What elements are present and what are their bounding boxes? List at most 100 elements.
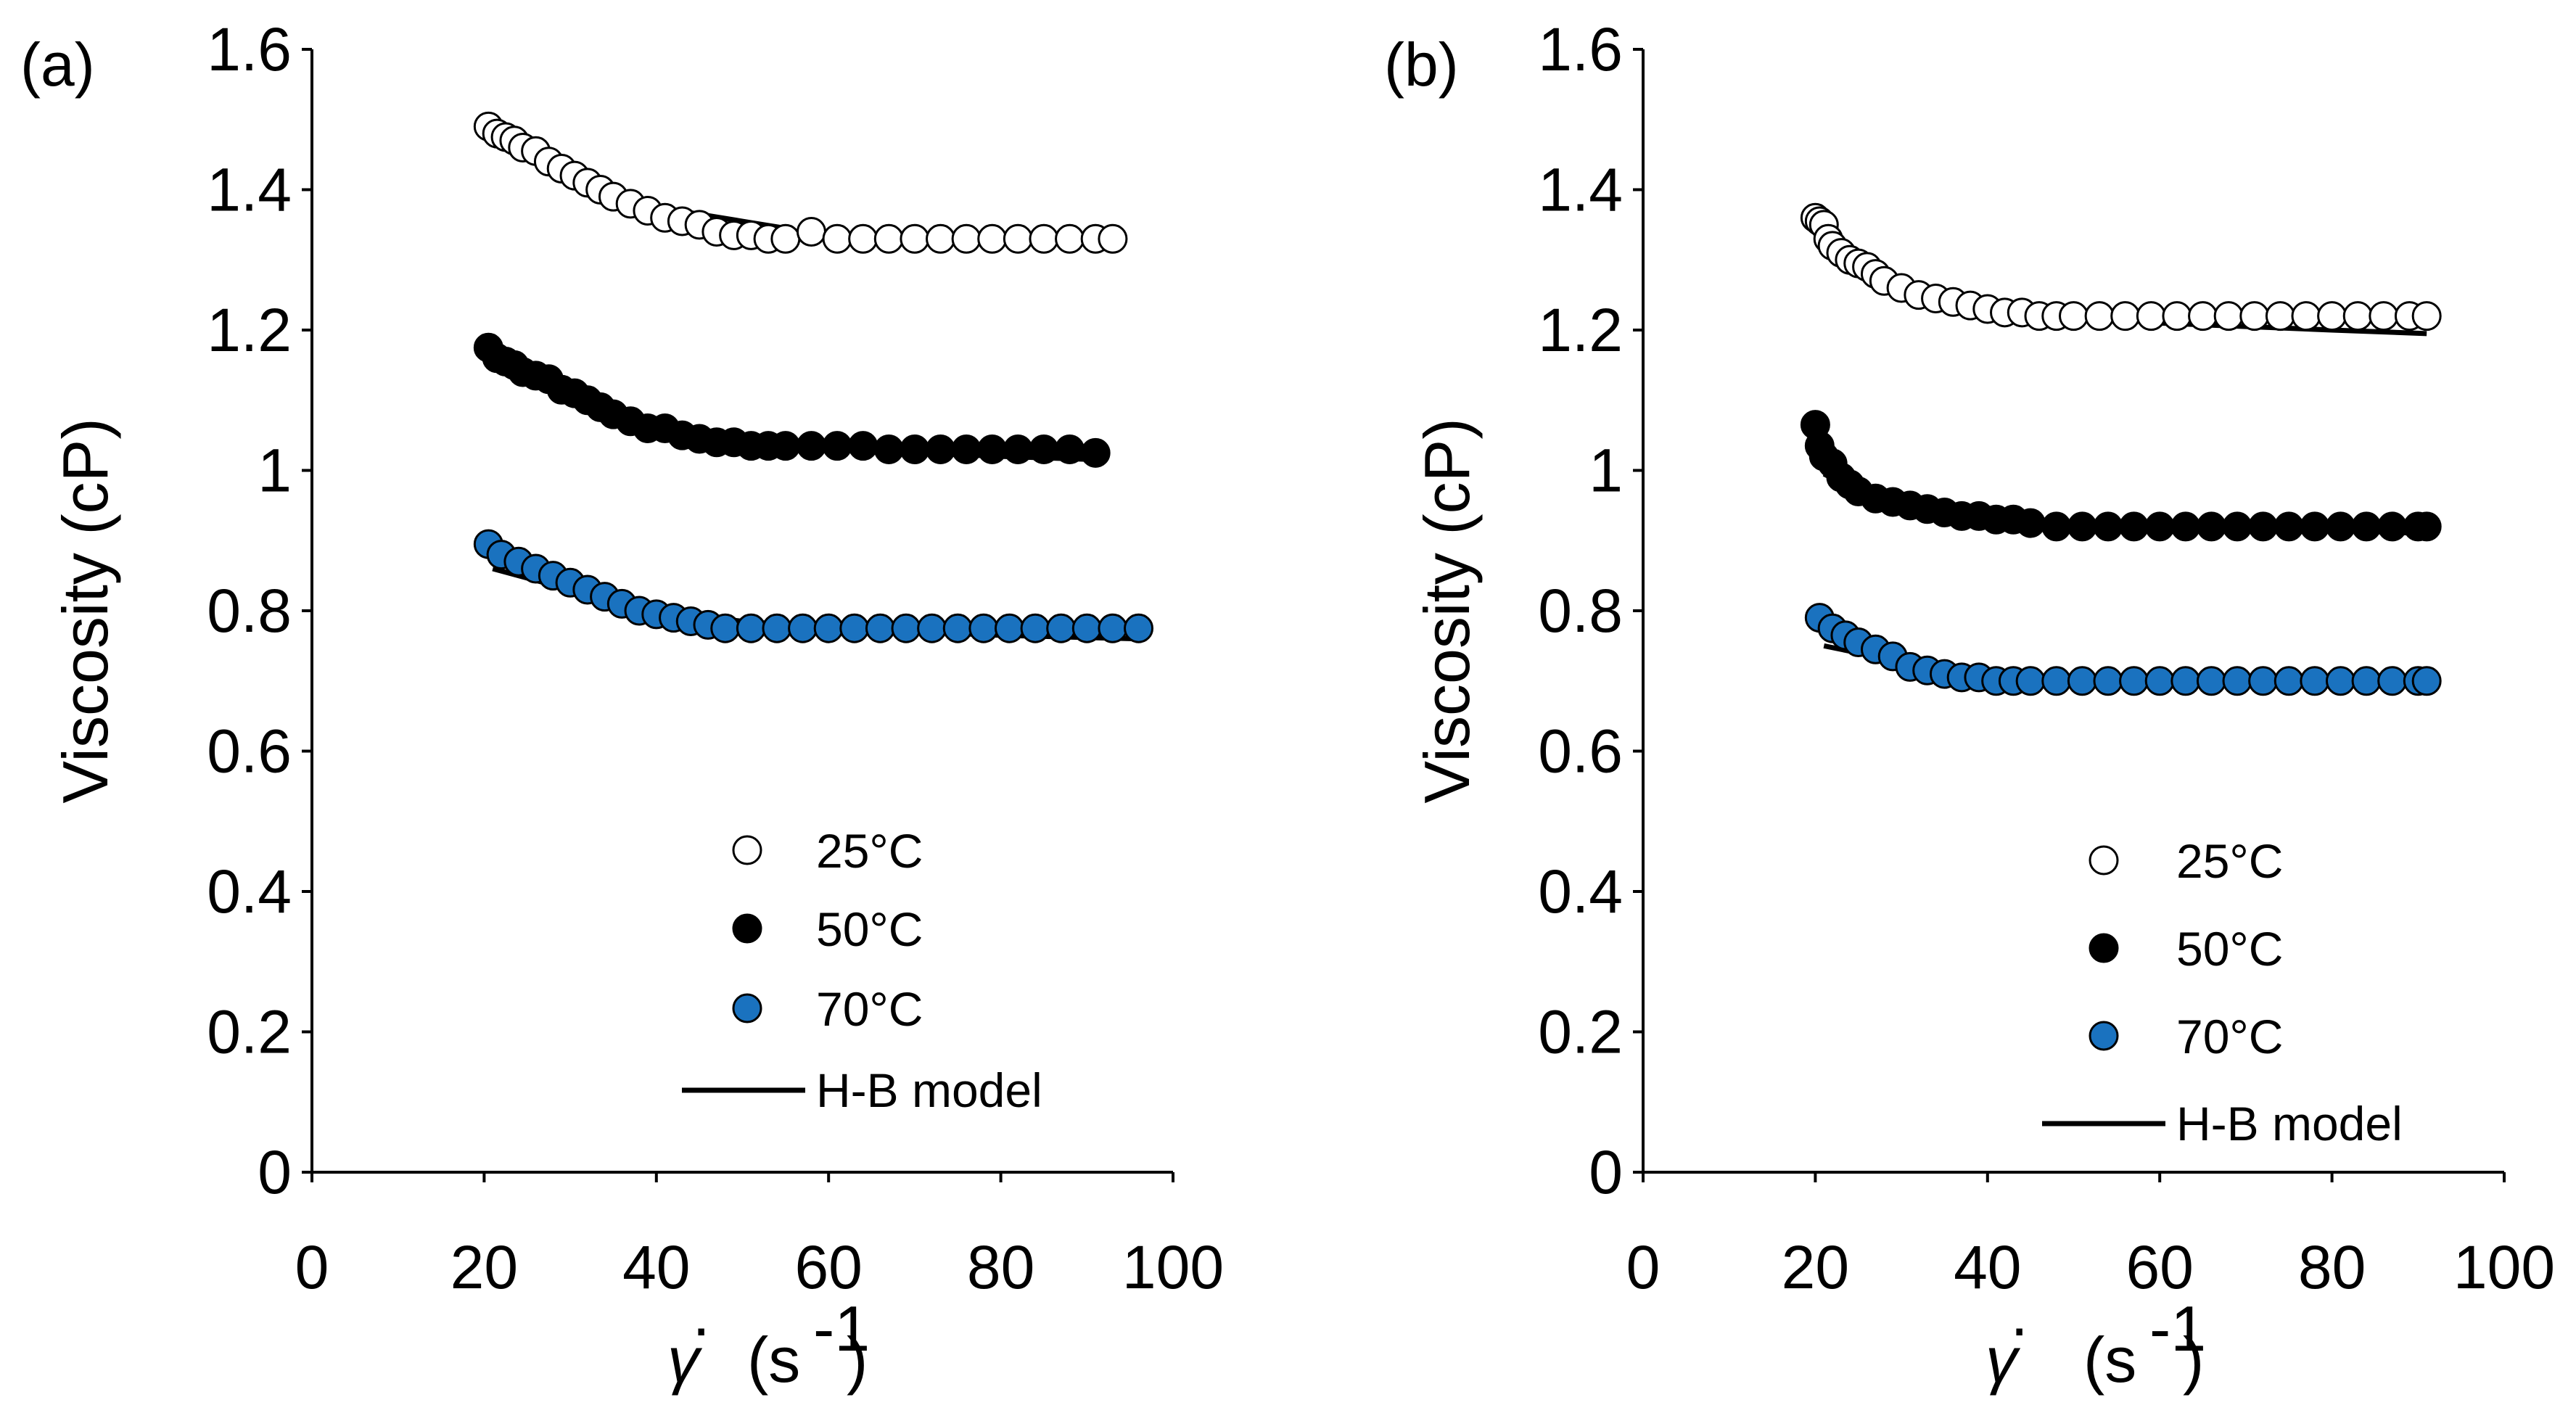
panel-b-legend-marker-70c [2089, 1021, 2119, 1051]
panel-b-legend-marker-50c [2089, 933, 2119, 963]
panel-b-legend-label-70c: 70°C [2176, 1010, 2283, 1063]
panel-a-point-25c [951, 223, 982, 254]
panel-b-legend-marker-25c [2089, 845, 2119, 876]
panel-a-point-70c [788, 613, 818, 643]
panel-a-x-axis-title: γ · (s -1 ) [667, 1291, 870, 1396]
panel-b-point-70c [2119, 666, 2149, 696]
panel-a-label: (a) [20, 30, 95, 99]
panel-b-legend-item-50c: 50°C [2089, 922, 2283, 976]
panel-b-point-50c [2300, 511, 2330, 542]
panel-a-data-points [473, 111, 1154, 643]
panel-b-point-70c [2325, 666, 2355, 696]
panel-b-y-tick-label: 1.2 [1538, 296, 1623, 364]
panel-a-point-25c [796, 217, 826, 247]
panel-b-legend-label-hb-model: H-B model [2176, 1097, 2403, 1150]
panel-b-point-25c [2136, 301, 2166, 331]
panel-a-point-25c [770, 223, 801, 254]
panel-a-legend-label-70c: 70°C [816, 982, 923, 1036]
panel-a-point-50c [1003, 434, 1033, 464]
panel-b-x-axis-unit-exp: -1 [2149, 1293, 2206, 1364]
panel-b-point-50c [2377, 511, 2408, 542]
panel-a-x-tick-label: 0 [295, 1233, 329, 1301]
panel-b-label: (b) [1384, 30, 1459, 99]
panel-b-point-25c [2411, 301, 2442, 331]
panel-a-point-50c [796, 431, 826, 461]
panel-b-point-70c [2411, 666, 2442, 696]
panel-b-y-tick-label: 1.6 [1538, 15, 1623, 83]
panel-a-y-tick-label: 0.6 [207, 717, 292, 786]
panel-a-point-50c [926, 434, 956, 464]
panel-b-point-50c [2325, 511, 2355, 542]
panel-b-x-tick-label: 0 [1626, 1233, 1661, 1301]
panel-a-point-50c [848, 431, 878, 461]
panel-b-point-50c [2411, 511, 2442, 542]
panel-b-data-points [1800, 202, 2442, 696]
panel-b-point-70c [2351, 666, 2382, 696]
panel-b-x-tick-label: 80 [2298, 1233, 2366, 1301]
panel-b-x-axis-title: γ · (s -1 ) [1986, 1291, 2206, 1396]
panel-b-point-70c [2377, 666, 2408, 696]
panel-b-point-50c [2222, 511, 2252, 542]
panel-b-point-50c [2196, 511, 2226, 542]
panel-b-point-70c [2041, 666, 2072, 696]
panel-a-point-25c [977, 223, 1008, 254]
panel-b-legend-label-50c: 50°C [2176, 922, 2283, 976]
panel-a-point-50c [873, 434, 904, 464]
panel-a-point-70c [736, 613, 766, 643]
panel-b-legend-item-25c: 25°C [2089, 834, 2283, 888]
panel-a-point-70c [813, 613, 844, 643]
panel-b-point-25c [2059, 301, 2089, 331]
panel-a-point-25c [848, 223, 878, 254]
panel-b-point-25c [2317, 301, 2347, 331]
panel-a-x-axis-overdot: · [691, 1291, 712, 1363]
panel-b-point-25c [2342, 301, 2373, 331]
panel-b-point-25c [2110, 301, 2141, 331]
panel-a-point-70c [968, 613, 999, 643]
panel-a-point-25c [900, 223, 930, 254]
panel-a-point-50c [1029, 434, 1059, 464]
panel-b-x-ticks: 0 20 40 60 80 100 [1626, 1172, 2555, 1301]
panel-a-point-70c [994, 613, 1024, 643]
panel-b-point-70c [2300, 666, 2330, 696]
panel-a-point-25c [873, 223, 904, 254]
panel-b-x-axis-unit-close: ) [2183, 1324, 2204, 1396]
panel-b-point-25c [2265, 301, 2295, 331]
panel-b-point-70c [2093, 666, 2123, 696]
panel-b-point-50c [2248, 511, 2279, 542]
panel-b-y-tick-label: 0.8 [1538, 577, 1623, 645]
panel-b-point-70c [2067, 666, 2097, 696]
panel-b-point-50c [2093, 511, 2123, 542]
panel-a-point-50c [770, 431, 801, 461]
panel-a-y-axis-title: Viscosity (cP) [49, 418, 121, 803]
panel-a-point-70c [942, 613, 973, 643]
panel-a-y-tick-label: 1 [258, 437, 292, 505]
panel-a-point-25c [1055, 223, 1085, 254]
panel-a-point-70c [1098, 613, 1128, 643]
panel-b-legend-item-hb-model: H-B model [2042, 1097, 2403, 1150]
panel-b-point-25c [2291, 301, 2321, 331]
panel-a-point-50c [977, 434, 1008, 464]
panel-b-point-70c [2248, 666, 2279, 696]
panel-b-legend: 25°C 50°C 70°C H-B model [2042, 834, 2403, 1150]
panel-a-point-70c [891, 613, 921, 643]
panel-a-legend-item-hb-model: H-B model [682, 1063, 1042, 1117]
panel-a-point-70c [1071, 613, 1102, 643]
panel-b-x-axis-unit-open: (s [2083, 1324, 2136, 1396]
panel-b-point-70c [2144, 666, 2175, 696]
panel-b-point-50c [2273, 511, 2304, 542]
panel-b-y-tick-label: 0 [1589, 1138, 1623, 1206]
panel-a-point-50c [1080, 437, 1111, 468]
panel-b-plot-area: 0 0.2 0.4 0.6 0.8 1 1.2 1.4 1.6 0 20 40 60 80 100 [1538, 15, 2555, 1301]
panel-b-point-50c [2067, 511, 2097, 542]
panel-b-x-tick-label: 100 [2453, 1233, 2555, 1301]
panel-b-point-70c [2196, 666, 2226, 696]
panel-a-point-25c [1003, 223, 1033, 254]
panel-b-point-25c [2369, 301, 2399, 331]
panel-a-x-tick-label: 80 [967, 1233, 1034, 1301]
panel-a-x-ticks: 0 20 40 60 80 100 [295, 1172, 1224, 1301]
panel-b-point-25c [2188, 301, 2218, 331]
panel-a-point-25c [926, 223, 956, 254]
panel-a-y-ticks: 0 0.2 0.4 0.6 0.8 1 1.2 1.4 1.6 [207, 15, 312, 1206]
panel-b-y-tick-label: 1 [1589, 437, 1623, 505]
